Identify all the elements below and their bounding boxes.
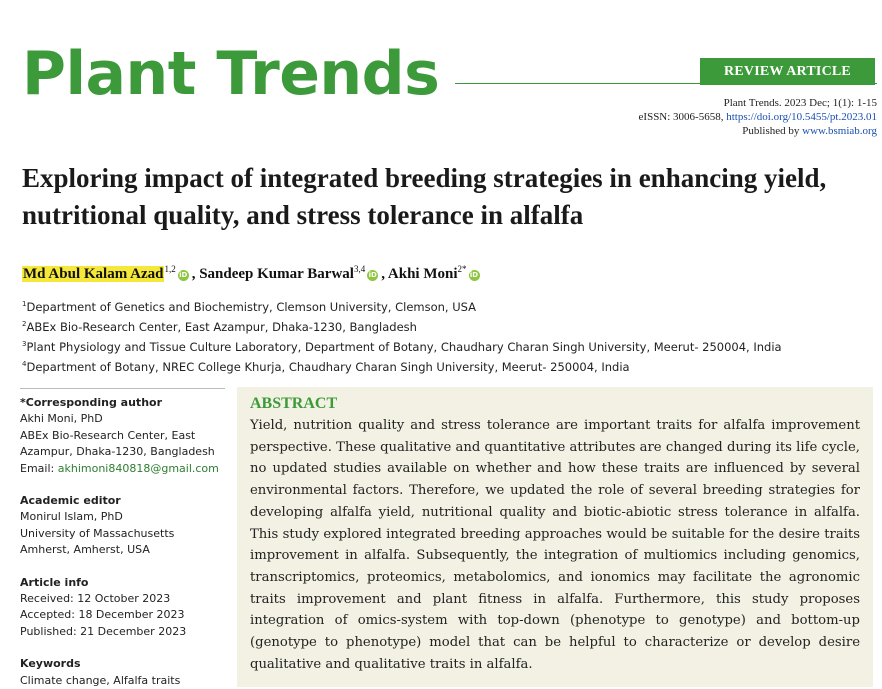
affiliation-item: 1Department of Genetics and Biochemistry… — [22, 296, 782, 316]
affiliation-sup: 2 — [22, 320, 27, 329]
affiliation-item: 4Department of Botany, NREC College Khur… — [22, 356, 782, 376]
article-info-line: Received: 12 October 2023 — [20, 592, 171, 606]
affiliation-list: 1Department of Genetics and Biochemistry… — [22, 296, 782, 377]
publisher-line: Published by www.bsmiab.org — [639, 124, 877, 138]
academic-editor-line: Monirul Islam, PhD — [20, 510, 123, 524]
corresponding-author-line: Azampur, Dhaka-1230, Bangladesh — [20, 445, 215, 459]
academic-editor-line: Amherst, Amherst, USA — [20, 543, 150, 557]
affiliation-text: ABEx Bio-Research Center, East Azampur, … — [26, 319, 417, 334]
article-title: Exploring impact of integrated breeding … — [22, 163, 827, 230]
keywords-line: Climate change, Alfalfa traits — [20, 673, 181, 687]
author-name[interactable]: Sandeep Kumar Barwal — [199, 266, 354, 282]
email-label: Email: — [20, 461, 58, 475]
eissn-text: eISSN: 3006-5658, — [638, 111, 727, 123]
header-divider — [455, 83, 877, 84]
orcid-icon[interactable]: iD — [177, 270, 189, 281]
orcid-icon[interactable]: iD — [367, 270, 379, 281]
abstract-box — [237, 387, 873, 687]
affiliation-item: 2ABEx Bio-Research Center, East Azampur,… — [22, 316, 782, 336]
corresponding-author-heading: *Corresponding author — [20, 396, 163, 409]
author-affil-sup: 2* — [457, 264, 467, 274]
keywords-heading: Keywords — [20, 657, 81, 671]
author-affil-sup: 3,4 — [353, 264, 366, 274]
academic-editor-line: University of Massachusetts — [20, 526, 175, 540]
journal-meta: Plant Trends. 2023 Dec; 1(1): 1-15 eISSN… — [639, 96, 877, 138]
affiliation-sup: 4 — [22, 360, 27, 369]
article-info-line: Published: 21 December 2023 — [20, 624, 187, 638]
doi-link[interactable]: https://doi.org/10.5455/pt.2023.01 — [726, 111, 877, 123]
affiliation-sup: 1 — [22, 300, 27, 308]
corresponding-email-line: Email: akhimoni840818@gmail.com — [20, 461, 225, 477]
affiliation-item: 3Plant Physiology and Tissue Culture Lab… — [22, 336, 782, 356]
published-by-text: Published by — [742, 125, 803, 137]
affiliation-text: Plant Physiology and Tissue Culture Labo… — [26, 340, 782, 355]
corresponding-author-line: Akhi Moni, PhD — [20, 412, 103, 426]
affiliation-text: Department of Botany, NREC College Khurj… — [26, 360, 630, 375]
affiliation-sup: 3 — [22, 340, 27, 349]
author-name[interactable]: Md Abul Kalam Azad — [22, 266, 165, 282]
article-type-badge: REVIEW ARTICLE — [700, 58, 875, 85]
corresponding-author-line: ABEx Bio-Research Center, East — [20, 428, 196, 442]
author-name[interactable]: Akhi Moni — [387, 266, 458, 282]
email-link[interactable]: akhimoni840818@gmail.com — [57, 461, 219, 475]
article-info-line: Accepted: 18 December 2023 — [20, 608, 185, 622]
author-affil-sup: 1,2 — [164, 264, 176, 274]
author-list: Md Abul Kalam Azad1,2iD, Sandeep Kumar B… — [22, 264, 480, 282]
journal-title: Plant Trends — [22, 39, 440, 109]
eissn-line: eISSN: 3006-5658, https://doi.org/10.545… — [639, 110, 877, 124]
article-info-heading: Article info — [20, 575, 89, 589]
abstract-text: Yield, nutrition quality and stress tole… — [250, 418, 860, 672]
publisher-link[interactable]: www.bsmiab.org — [802, 125, 877, 137]
citation-line: Plant Trends. 2023 Dec; 1(1): 1-15 — [723, 97, 877, 109]
affiliation-text: Department of Genetics and Biochemistry,… — [26, 299, 477, 314]
academic-editor-heading: Academic editor — [20, 494, 121, 508]
orcid-icon[interactable]: iD — [468, 270, 480, 281]
abstract-heading: ABSTRACT — [250, 395, 338, 412]
article-sidebar: *Corresponding author Akhi Moni, PhD ABE… — [20, 388, 225, 689]
